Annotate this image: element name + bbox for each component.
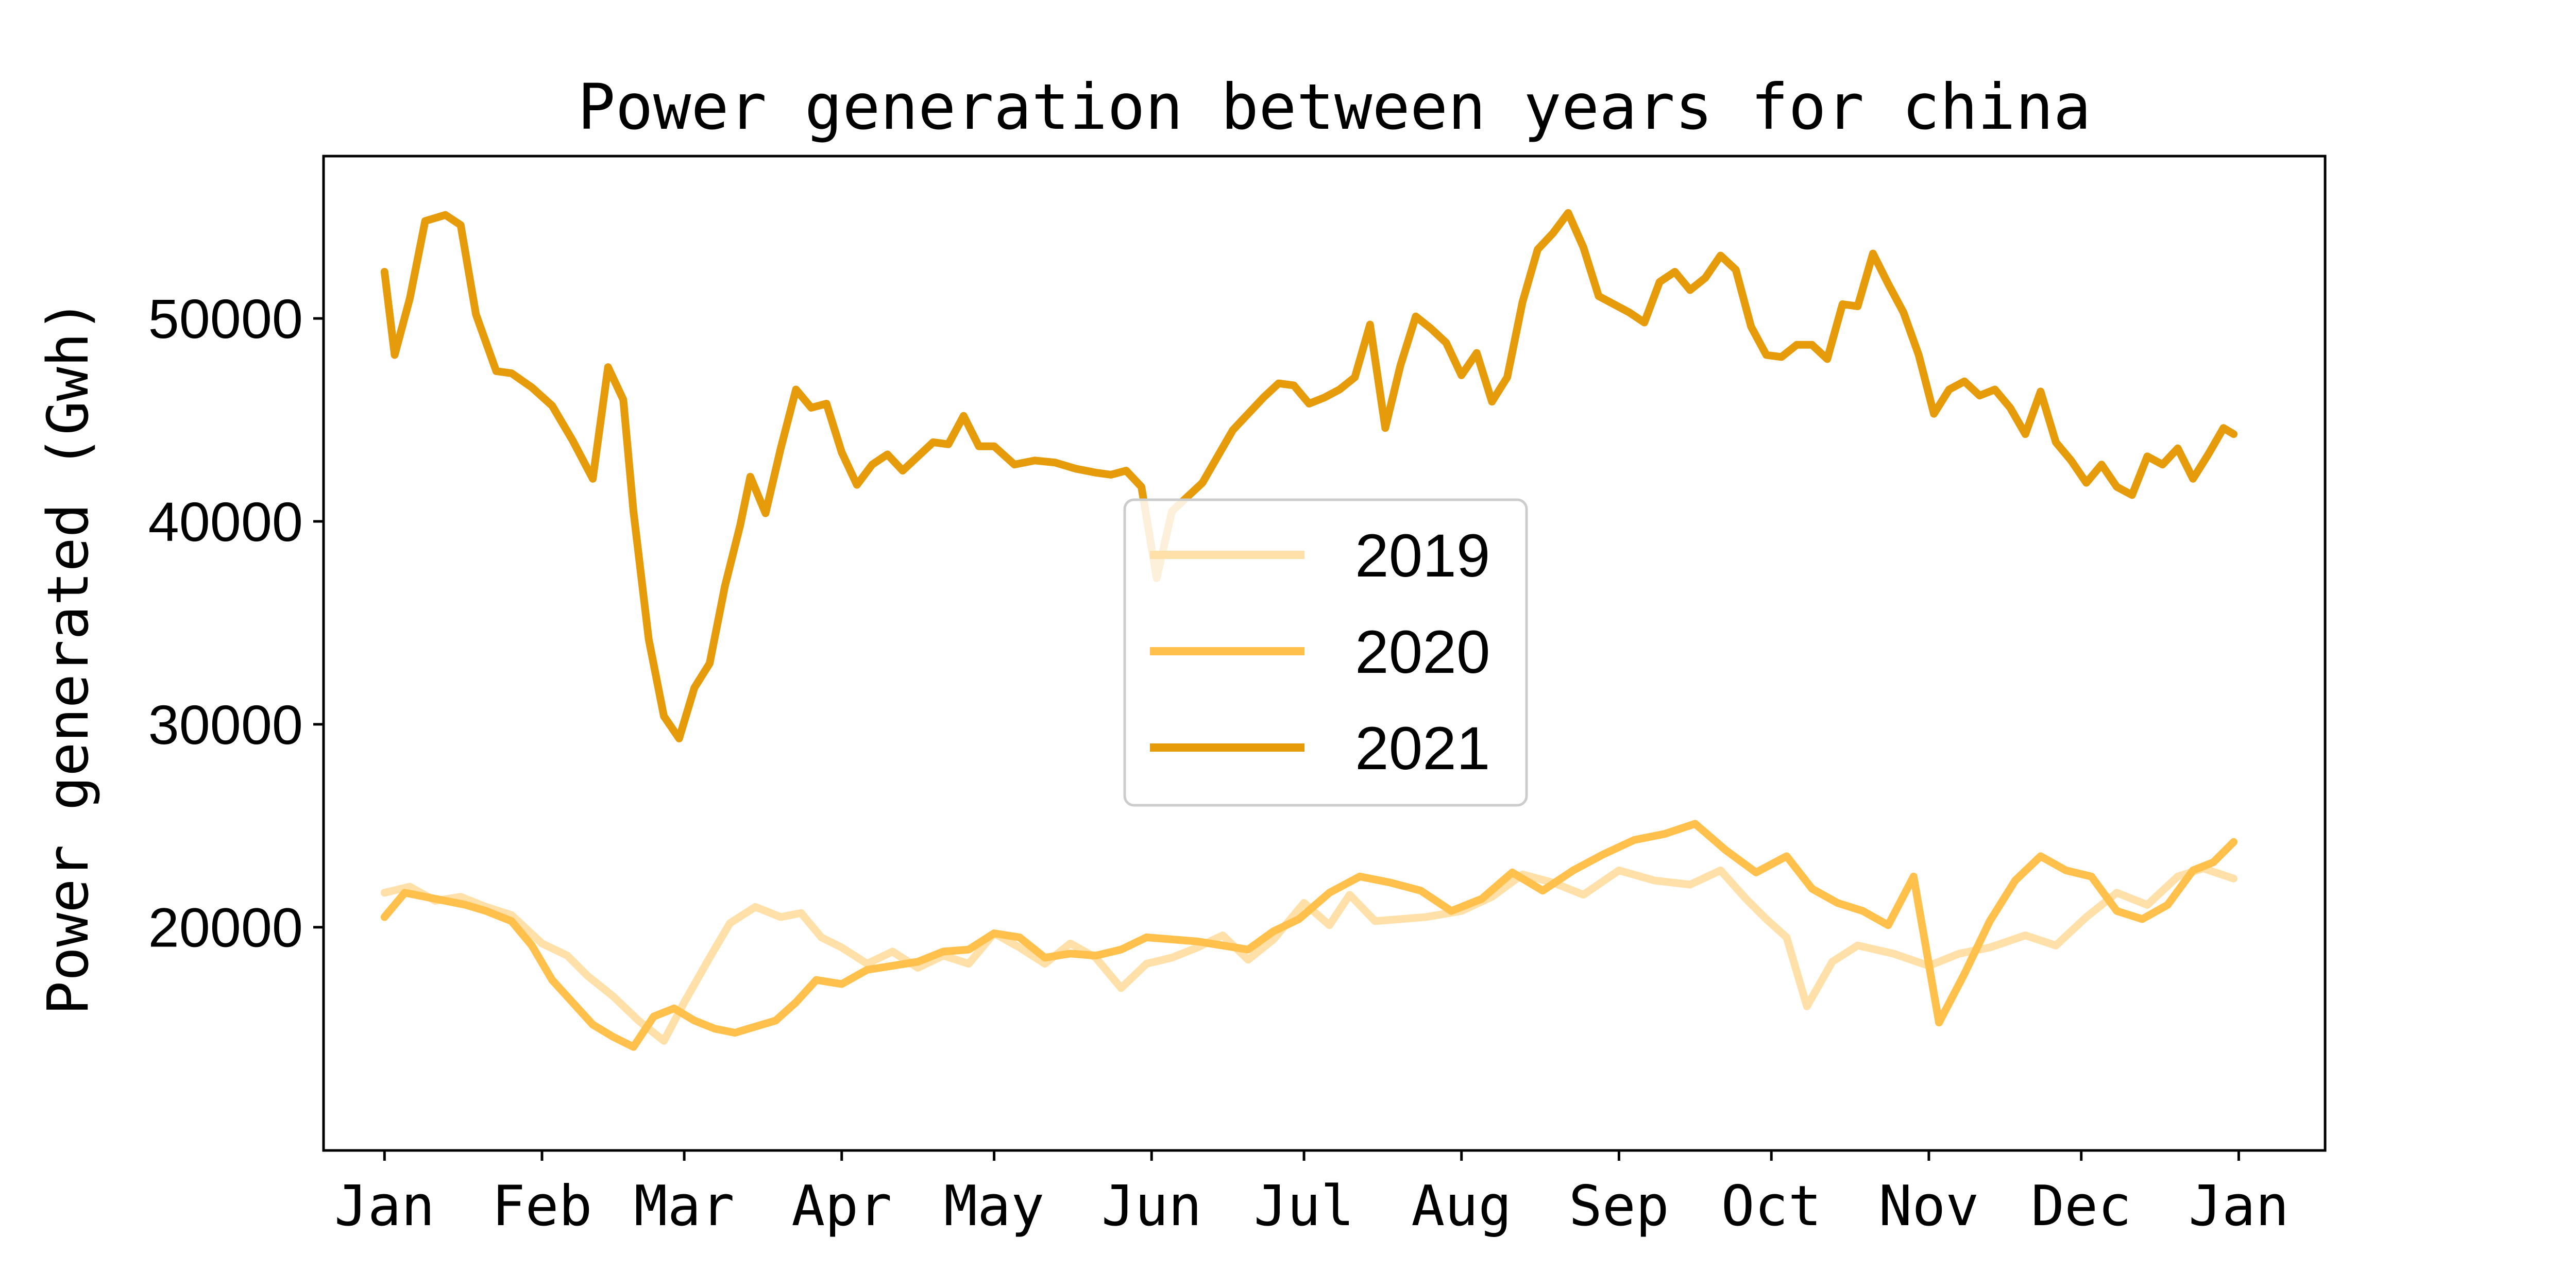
x-tick-label: Jul (1254, 1174, 1354, 1239)
y-tick-label: 20000 (148, 896, 303, 959)
x-tick-label: May (944, 1174, 1044, 1239)
x-tick-label: Apr (791, 1174, 892, 1239)
legend: 2019 2020 2021 (1123, 498, 1528, 807)
x-tick-label: Sep (1569, 1174, 1669, 1239)
legend-label-2019: 2019 (1355, 522, 1490, 590)
x-tick-label: Mar (634, 1174, 735, 1239)
series-layer (380, 209, 2238, 1051)
y-tick-label: 30000 (148, 693, 303, 756)
legend-label-2020: 2020 (1355, 618, 1490, 686)
y-tick-label: 40000 (148, 490, 303, 553)
series-line-2021 (380, 209, 2238, 742)
x-tick-label: Jan (334, 1174, 435, 1239)
series-line-2020 (380, 820, 2238, 1051)
legend-frame (1123, 498, 1528, 807)
x-axis-ticks: Jan Feb Mar Apr May Jun Jul Aug Sep Oct Nov Dec Jan (334, 1150, 2289, 1239)
x-tick-label: Oct (1721, 1174, 1822, 1239)
x-tick-label: Nov (1878, 1174, 1979, 1239)
plot-frame (322, 155, 2327, 1152)
x-tick-label: Dec (2031, 1174, 2131, 1239)
x-tick-label: Aug (1411, 1174, 1512, 1239)
legend-label-2021: 2021 (1355, 715, 1490, 783)
y-axis-ticks: 20000 30000 40000 50000 (148, 287, 324, 959)
x-tick-label: Jun (1101, 1174, 1202, 1239)
y-axis-label: Power generated (Gwh) (35, 299, 101, 1015)
x-tick-label: Jan (2189, 1174, 2289, 1239)
chart-title: Power generation between years for china (578, 71, 2091, 144)
y-tick-label: 50000 (148, 287, 303, 350)
x-tick-label: Feb (492, 1174, 592, 1239)
